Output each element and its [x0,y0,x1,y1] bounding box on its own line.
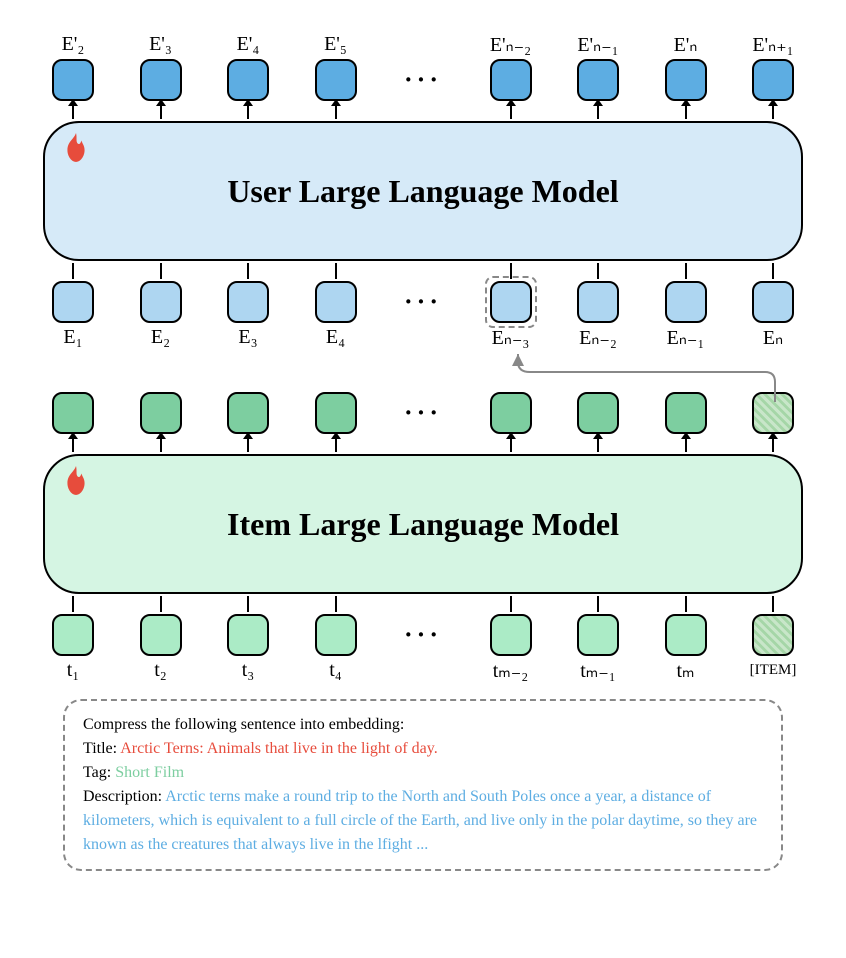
output-token-box [227,59,269,101]
item-input-box [52,614,94,656]
item-input-labels-row: t₁ t₂ t₃ t₄ tₘ₋₂ tₘ₋₁ tₘ [ITEM] [43,656,803,685]
lines-row [43,261,803,281]
out-label: E'₂ [62,33,85,56]
prompt-title-val: Arctic Terns: Animals that live in the l… [120,740,437,757]
out-label: E'ₙ₊₁ [752,32,793,57]
dashed-highlight-box [485,276,537,328]
output-token-box [665,59,707,101]
t-label: tₘ₋₁ [580,658,616,683]
user-input-box-highlighted [490,281,532,323]
user-input-box [52,281,94,323]
in-label: E₃ [238,326,257,349]
top-output-boxes-row: ··· [43,59,803,101]
item-output-box [227,392,269,434]
ellipsis: ··· [393,287,453,317]
in-label: E₄ [326,326,345,349]
item-input-box [490,614,532,656]
item-input-box [315,614,357,656]
arrows-row [43,434,803,454]
output-token-box [140,59,182,101]
user-llm-block: User Large Language Model [43,121,803,261]
user-input-box [140,281,182,323]
output-token-box [315,59,357,101]
in-label: Eₙ₋₃ [492,325,530,350]
item-input-box [227,614,269,656]
out-label: E'ₙ₋₁ [577,32,618,57]
user-input-box [227,281,269,323]
flame-icon [63,466,89,496]
t-label: t₄ [329,659,342,682]
out-label: E'ₙ [674,32,698,57]
lines-row [43,594,803,614]
ellipsis: ··· [393,620,453,650]
item-output-boxes-row: ··· [43,392,803,434]
prompt-tag-val: Short Film [115,764,184,781]
user-input-labels-row: E₁ E₂ E₃ E₄ Eₙ₋₃ Eₙ₋₂ Eₙ₋₁ Eₙ [43,323,803,352]
item-output-box [52,392,94,434]
item-input-boxes-row: ··· [43,614,803,656]
item-output-box [665,392,707,434]
flame-icon [63,133,89,163]
output-token-box [52,59,94,101]
t-label: tₘ₋₂ [493,658,529,683]
user-llm-title: User Large Language Model [227,173,618,210]
item-llm-block: Item Large Language Model [43,454,803,594]
user-input-box [665,281,707,323]
prompt-tag-key: Tag: [83,764,111,781]
user-input-box [577,281,619,323]
arrows-row [43,101,803,121]
user-input-box [752,281,794,323]
prompt-desc-val: Arctic terns make a round trip to the No… [83,788,757,853]
item-llm-title: Item Large Language Model [227,506,619,543]
architecture-diagram: E'₂ E'₃ E'₄ E'₅ E'ₙ₋₂ E'ₙ₋₁ E'ₙ E'ₙ₊₁ ··… [20,30,826,871]
item-label: [ITEM] [750,662,797,679]
item-input-box-hatched [752,614,794,656]
output-token-box [490,59,532,101]
t-label: t₂ [154,659,167,682]
t-label: t₃ [242,659,255,682]
out-label: E'₄ [237,33,260,56]
in-label: Eₙ₋₁ [667,325,705,350]
item-output-box [577,392,619,434]
out-label: E'₅ [324,33,347,56]
in-label: E₁ [63,326,82,349]
item-input-box [140,614,182,656]
item-output-box [140,392,182,434]
item-input-box [665,614,707,656]
user-input-boxes-row: ··· [43,281,803,323]
prompt-desc-key: Description: [83,788,162,805]
t-label: tₘ [676,658,694,683]
ellipsis: ··· [393,398,453,428]
in-label: E₂ [151,326,170,349]
out-label: E'₃ [149,33,172,56]
ellipsis: ··· [393,65,453,95]
prompt-title-key: Title: [83,740,117,757]
user-input-box [315,281,357,323]
in-label: Eₙ₋₂ [579,325,617,350]
output-token-box [752,59,794,101]
prompt-intro: Compress the following sentence into emb… [83,713,763,737]
output-token-box [577,59,619,101]
item-output-box-hatched [752,392,794,434]
item-output-box [315,392,357,434]
out-label: E'ₙ₋₂ [490,32,531,57]
t-label: t₁ [67,659,80,682]
prompt-text-panel: Compress the following sentence into emb… [63,699,783,871]
top-output-labels-row: E'₂ E'₃ E'₄ E'₅ E'ₙ₋₂ E'ₙ₋₁ E'ₙ E'ₙ₊₁ [43,30,803,59]
item-output-box [490,392,532,434]
item-input-box [577,614,619,656]
in-label: Eₙ [763,325,783,350]
